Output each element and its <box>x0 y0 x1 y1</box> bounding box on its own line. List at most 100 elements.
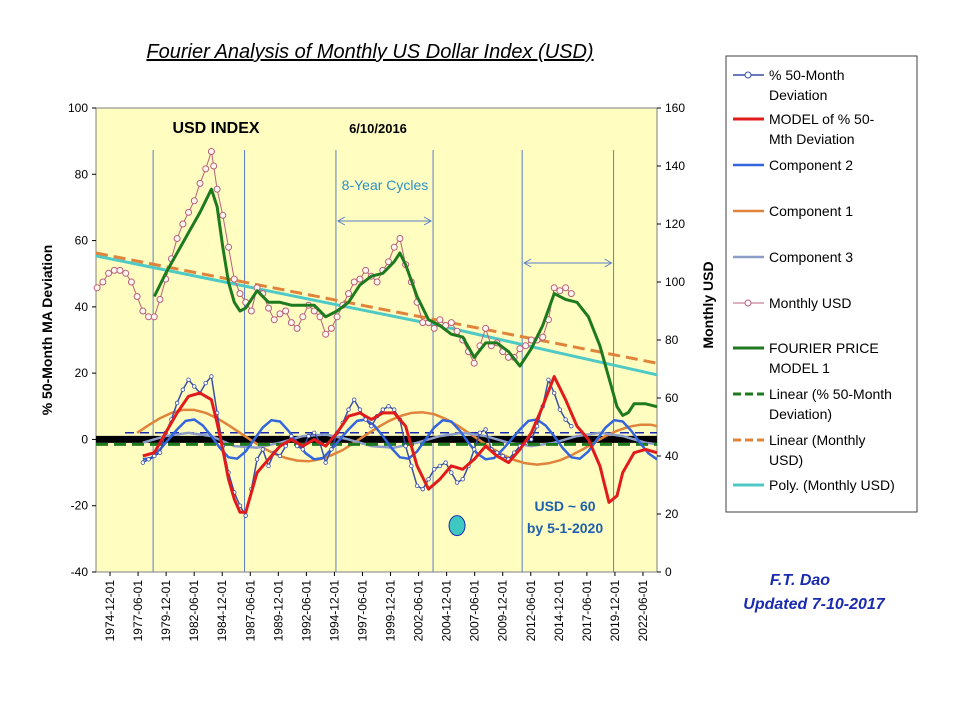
point-monthly-usd <box>310 307 318 315</box>
point-monthly-usd <box>333 313 341 321</box>
point-monthly-usd <box>270 316 278 324</box>
point-pct-deviation <box>403 443 408 449</box>
point-monthly-usd <box>127 278 135 286</box>
point-monthly-usd <box>430 324 438 332</box>
point-monthly-usd <box>327 324 335 332</box>
point-pct-deviation <box>437 463 443 469</box>
point-monthly-usd <box>287 319 295 327</box>
y-tick-label: -40 <box>71 565 89 579</box>
series-line-fourier-price-model-1 <box>152 187 658 417</box>
point-pct-deviation <box>312 430 317 435</box>
y2-tick-label: 140 <box>665 159 685 173</box>
point-pct-deviation <box>420 486 425 492</box>
x-tick-label: 1989-12-01 <box>271 580 285 642</box>
legend-label-fourier-price-model-1: FOURIER PRICE MODEL 1 <box>769 340 879 376</box>
y-tick-label: 100 <box>68 101 88 115</box>
point-monthly-usd <box>150 313 158 321</box>
y-tick-label: -20 <box>71 499 89 513</box>
point-monthly-usd <box>213 185 221 193</box>
updated-label: Updated 7-10-2017 <box>743 596 885 613</box>
point-monthly-usd <box>390 243 398 251</box>
point-monthly-usd <box>219 211 227 219</box>
point-monthly-usd <box>396 235 404 242</box>
point-monthly-usd <box>436 316 444 324</box>
point-pct-deviation <box>426 477 431 482</box>
series-line-model-of-50-mth-deviation <box>142 375 658 514</box>
point-monthly-usd <box>447 319 455 327</box>
series-line-50-month-deviation <box>142 375 572 517</box>
y2-tick-label: 80 <box>665 333 679 347</box>
x-tick-label: 2017-06-01 <box>580 580 594 642</box>
point-monthly-usd <box>139 307 147 315</box>
point-pct-deviation <box>260 447 266 452</box>
point-monthly-usd <box>470 359 478 367</box>
point-monthly-usd <box>282 307 290 315</box>
point-pct-deviation <box>369 423 374 429</box>
legend-label-linear-50-month-deviation: Linear (% 50-Month Deviation) <box>769 386 892 422</box>
y-tick-label: 20 <box>75 366 89 380</box>
point-monthly-usd <box>133 293 141 300</box>
point-monthly-usd <box>539 333 547 341</box>
point-monthly-usd <box>322 330 330 338</box>
point-monthly-usd <box>225 243 233 251</box>
cycle-arrow-head <box>423 216 433 226</box>
point-pct-deviation <box>392 407 397 412</box>
legend-label-monthly-usd: Monthly USD <box>769 295 851 311</box>
point-monthly-usd <box>145 313 153 321</box>
x-tick-label: 2009-12-01 <box>496 580 510 642</box>
x-tick-label: 2004-12-01 <box>440 580 454 642</box>
y-tick-label: 80 <box>75 167 89 181</box>
cycle-arrow-head <box>336 216 346 226</box>
point-monthly-usd <box>156 295 164 303</box>
series-line-component-2 <box>142 418 658 461</box>
point-monthly-usd <box>230 275 238 283</box>
point-pct-deviation <box>254 457 260 462</box>
x-tick-label: 1974-12-01 <box>103 580 117 642</box>
legend-label-50-month-deviation: % 50-Month Deviation <box>769 67 844 103</box>
point-pct-deviation <box>209 374 214 379</box>
point-pct-deviation <box>454 480 460 485</box>
x-tick-label: 1979-12-01 <box>159 580 173 642</box>
y-tick-label: 40 <box>75 300 89 314</box>
x-tick-label: 2019-12-01 <box>608 580 622 642</box>
point-monthly-usd <box>247 307 255 315</box>
x-tick-label: 1987-06-01 <box>243 580 257 642</box>
point-pct-deviation <box>306 433 311 439</box>
point-pct-deviation <box>477 430 483 435</box>
legend-label-poly-monthly-usd: Poly. (Monthly USD) <box>769 477 895 493</box>
legend-label-linear-monthly-usd: Linear (Monthly USD) <box>769 432 866 468</box>
point-pct-deviation <box>186 377 191 382</box>
forecast-line1: USD ~ 60 <box>534 498 595 514</box>
point-monthly-usd <box>562 284 570 292</box>
point-pct-deviation <box>449 470 454 475</box>
point-monthly-usd <box>185 208 193 216</box>
point-pct-deviation <box>346 407 351 412</box>
point-monthly-usd <box>105 269 113 277</box>
legend-label-component-2: Component 2 <box>769 157 853 173</box>
point-pct-deviation <box>323 460 328 465</box>
series-line-poly-monthly-usd <box>95 254 658 377</box>
point-pct-deviation <box>529 437 534 442</box>
point-pct-deviation <box>483 427 488 432</box>
point-monthly-usd <box>207 148 215 155</box>
point-pct-deviation <box>152 453 157 459</box>
point-pct-deviation <box>140 460 146 465</box>
forecast-dot <box>448 515 466 537</box>
point-pct-deviation <box>192 384 197 389</box>
y-tick-label: 60 <box>75 234 89 248</box>
cycles-label: 8-Year Cycles <box>342 177 429 193</box>
point-pct-deviation <box>329 447 334 452</box>
point-pct-deviation <box>551 390 557 396</box>
point-monthly-usd <box>110 266 118 274</box>
legend-label-model-of-50-mth-deviation: MODEL of % 50-Mth Deviation <box>769 111 875 147</box>
point-monthly-usd <box>276 310 284 318</box>
y2-tick-label: 40 <box>665 449 679 463</box>
point-monthly-usd <box>522 342 530 350</box>
point-pct-deviation <box>174 400 180 406</box>
point-monthly-usd <box>179 220 187 228</box>
legend-label-component-3: Component 3 <box>769 249 853 265</box>
chart-title: Fourier Analysis of Monthly US Dollar In… <box>146 41 593 63</box>
forecast-line2: by 5-1-2020 <box>527 520 603 536</box>
point-pct-deviation <box>460 477 465 482</box>
